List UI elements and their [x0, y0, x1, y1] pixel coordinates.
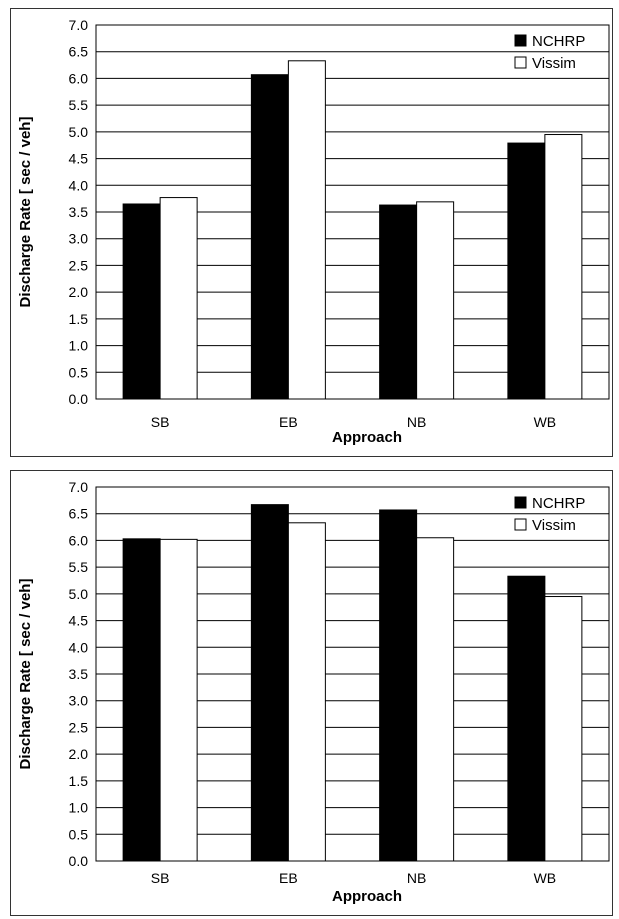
y-tick-label: 1.5 [69, 773, 89, 789]
bar-nchrp-wb [507, 142, 546, 400]
y-tick-label: 5.5 [69, 97, 89, 113]
y-tick-label: 3.5 [69, 204, 89, 220]
y-tick-label: 2.0 [69, 284, 89, 300]
bar-chart-bottom: 0.0 0.5 1.0 1.5 2.0 2.5 3.0 3.5 4.0 4.5 5.0 5.5 6.0 6… [17, 479, 610, 905]
y-tick-label: 0.0 [69, 391, 89, 407]
y-tick-label: 4.0 [69, 177, 89, 193]
bar-vissim-sb [159, 538, 198, 862]
y-tick-label: 4.5 [69, 151, 89, 167]
y-tick-label: 6.5 [69, 506, 89, 522]
legend-swatch-nchrp [514, 496, 527, 509]
y-tick-label: 7.0 [69, 17, 89, 33]
legend-swatch-nchrp [514, 34, 527, 47]
y-axis-label: Discharge Rate [ sec / veh] [17, 579, 34, 770]
x-tick-label: SB [151, 414, 170, 430]
y-tick-label: 3.0 [69, 231, 89, 247]
y-tick-label: 3.5 [69, 666, 89, 682]
bar-nchrp-eb [250, 504, 289, 862]
legend-label-nchrp: NCHRP [532, 495, 585, 512]
bar-vissim-nb [416, 537, 455, 862]
x-tick-label: WB [534, 414, 557, 430]
x-tick-label: NB [407, 414, 426, 430]
legend-swatch-vissim [514, 518, 527, 531]
y-tick-label: 3.0 [69, 693, 89, 709]
legend-swatch-vissim [514, 56, 527, 69]
bar-vissim-wb [544, 596, 583, 862]
bar-nchrp-wb [507, 575, 546, 862]
x-tick-label: WB [534, 870, 557, 886]
bar-nchrp-eb [250, 74, 289, 400]
y-tick-label: 1.5 [69, 311, 89, 327]
y-tick-label: 5.0 [69, 124, 89, 140]
y-tick-label: 0.5 [69, 826, 89, 842]
y-tick-label: 6.0 [69, 70, 89, 86]
bar-nchrp-sb [122, 203, 161, 400]
y-axis-label: Discharge Rate [ sec / veh] [17, 117, 34, 308]
x-tick-label: SB [151, 870, 170, 886]
y-tick-label: 2.5 [69, 257, 89, 273]
y-tick-label: 1.0 [69, 800, 89, 816]
y-tick-label: 0.5 [69, 364, 89, 380]
x-axis-label: Approach [332, 429, 402, 446]
y-tick-label: 6.0 [69, 532, 89, 548]
x-tick-label: EB [279, 414, 298, 430]
legend-label-nchrp: NCHRP [532, 33, 585, 50]
legend-label-vissim: Vissim [532, 517, 576, 534]
bar-vissim-wb [544, 134, 583, 400]
y-tick-label: 2.0 [69, 746, 89, 762]
x-tick-label: EB [279, 870, 298, 886]
bar-nchrp-sb [122, 538, 161, 862]
x-tick-label: NB [407, 870, 426, 886]
plot-area [95, 486, 610, 862]
y-tick-label: 5.0 [69, 586, 89, 602]
bar-vissim-eb [287, 522, 326, 862]
y-tick-label: 2.5 [69, 719, 89, 735]
chart-panel-top: 0.0 0.5 1.0 1.5 2.0 2.5 3.0 3.5 4.0 4.5 5.0 5.5 6.0 6… [10, 8, 613, 457]
bar-vissim-eb [287, 60, 326, 400]
y-tick-label: 1.0 [69, 338, 89, 354]
plot-area [95, 24, 610, 400]
x-axis-label: Approach [332, 888, 402, 905]
bar-vissim-nb [416, 201, 455, 400]
bar-nchrp-nb [379, 509, 418, 862]
y-tick-label: 7.0 [69, 479, 89, 495]
bar-vissim-sb [159, 197, 198, 400]
y-tick-label: 0.0 [69, 853, 89, 869]
y-tick-label: 5.5 [69, 559, 89, 575]
y-tick-label: 6.5 [69, 44, 89, 60]
y-tick-label: 4.0 [69, 639, 89, 655]
y-tick-label: 4.5 [69, 613, 89, 629]
bar-chart-top: 0.0 0.5 1.0 1.5 2.0 2.5 3.0 3.5 4.0 4.5 5.0 5.5 6.0 6… [17, 17, 610, 446]
bar-nchrp-nb [379, 204, 418, 400]
legend-label-vissim: Vissim [532, 55, 576, 72]
chart-panel-bottom: 0.0 0.5 1.0 1.5 2.0 2.5 3.0 3.5 4.0 4.5 5.0 5.5 6.0 6… [10, 470, 613, 916]
